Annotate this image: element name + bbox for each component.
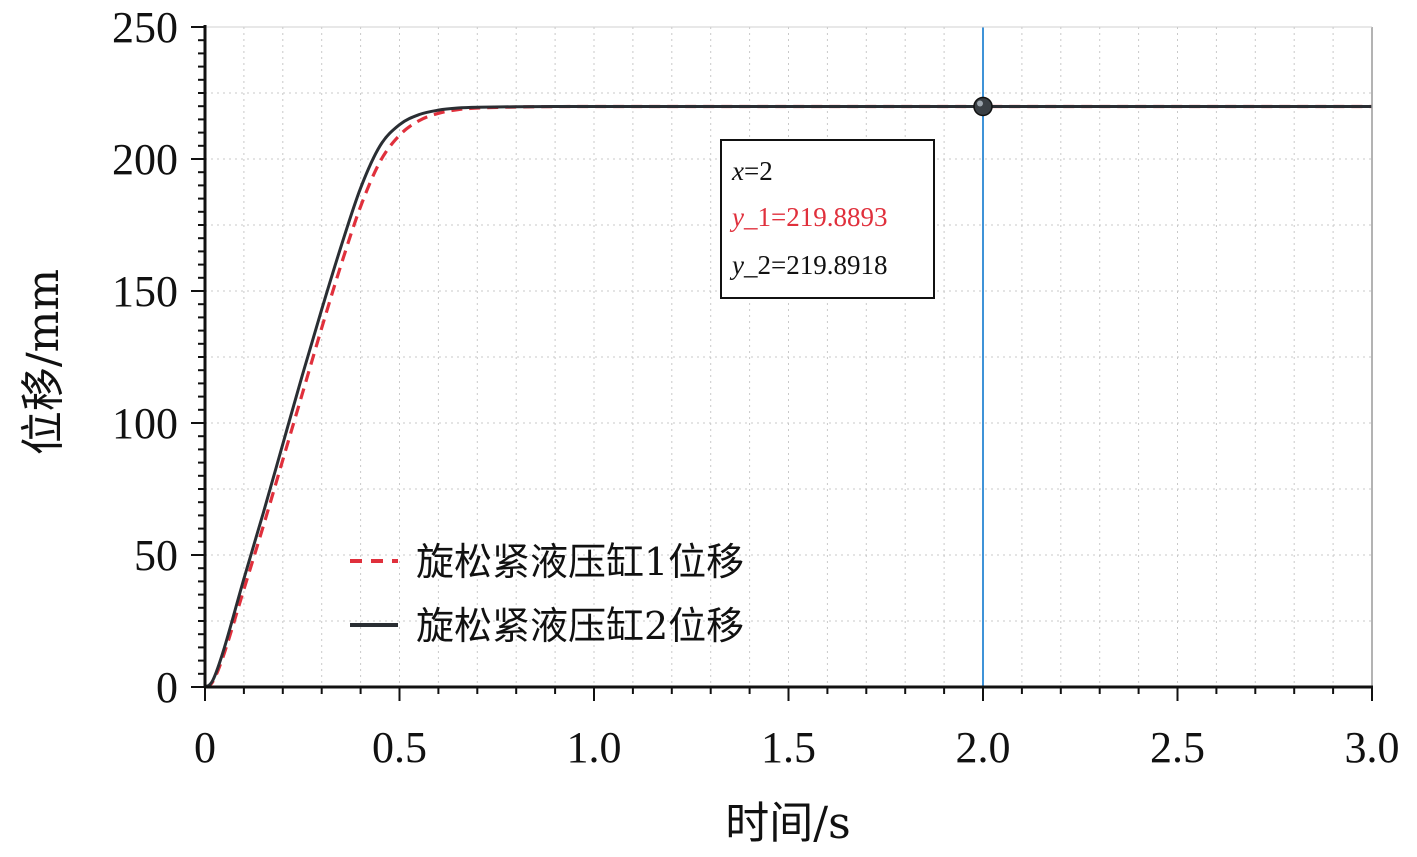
y-tick-label: 50 [134, 531, 178, 580]
readout-y1: y_1=219.8893 [729, 202, 887, 232]
x-tick-label: 0.5 [372, 723, 427, 772]
readout-frame [720, 139, 935, 299]
readout-x-value: =2 [744, 156, 773, 186]
readout-x: x=2 [731, 156, 773, 186]
cursor-readout-box: x=2 y_1=219.8893 y_2=219.8918 [720, 139, 935, 299]
y-tick-label: 250 [112, 3, 178, 52]
readout-y1-label: y [729, 202, 744, 232]
cursor-marker [973, 96, 993, 117]
y-tick-label: 100 [112, 399, 178, 448]
series-line-2 [204, 104, 1372, 689]
x-tick-label: 2.0 [956, 723, 1011, 772]
y-tick-label: 200 [112, 135, 178, 184]
y-tick-labels: 0 50 100 150 200 250 [112, 3, 178, 712]
x-tick-labels: 0 0.5 1.0 1.5 2.0 2.5 3.0 [194, 723, 1400, 772]
readout-x-label: x [731, 156, 744, 186]
axes [203, 25, 1373, 689]
legend-label-series-2: 旋松紧液压缸2位移 [416, 604, 744, 648]
x-axis-title: 时间/s [725, 798, 850, 849]
x-tick-label: 3.0 [1345, 723, 1400, 772]
readout-y2-value: _2=219.8918 [743, 250, 887, 280]
legend-label-series-1: 旋松紧液压缸1位移 [416, 540, 744, 584]
y-tick-label: 150 [112, 267, 178, 316]
readout-y2: y_2=219.8918 [729, 250, 887, 280]
cursor-marker-highlight [977, 100, 983, 107]
x-tick-label: 1.0 [567, 723, 622, 772]
x-tick-label: 1.5 [761, 723, 816, 772]
legend: 旋松紧液压缸1位移 旋松紧液压缸2位移 [350, 540, 744, 648]
marker-layer [973, 96, 993, 117]
x-tick-label: 0 [194, 723, 216, 772]
series-line-1 [204, 104, 1372, 689]
y-axis-title: 位移/mm [18, 269, 69, 455]
y-tick-label: 0 [156, 663, 178, 712]
series-layer [204, 104, 1372, 689]
x-tick-label: 2.5 [1150, 723, 1205, 772]
readout-y2-label: y [729, 250, 744, 280]
readout-y1-value: _1=219.8893 [743, 202, 887, 232]
